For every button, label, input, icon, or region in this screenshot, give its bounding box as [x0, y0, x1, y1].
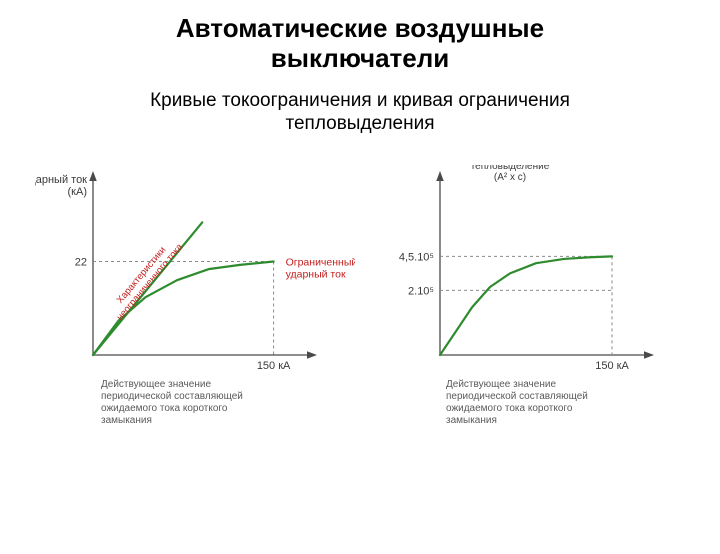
charts-row: Ударный ток(кА) 22 150 кА Характеристикинео… — [0, 165, 720, 455]
chart-right: Ограниченноеудельноетепловыделение(А² х … — [376, 165, 686, 455]
slide-subtitle: Кривые токоограничения и кривая ограниче… — [0, 90, 720, 136]
svg-text:Ограниченноеудельноетепловыдел: Ограниченноеудельноетепловыделение(А² х … — [470, 165, 549, 183]
subtitle-line-1: Кривые токоограничения и кривая ограниче… — [150, 90, 570, 111]
svg-text:150 кА: 150 кА — [256, 360, 290, 372]
chart-left-svg: Ударный ток(кА) 22 150 кА Характеристикинео… — [35, 165, 355, 455]
svg-text:4,5.10⁵: 4,5.10⁵ — [398, 252, 433, 264]
svg-text:Действующее значениепериодичес: Действующее значениепериодической состав… — [446, 379, 588, 426]
title-line-1: Автоматические воздушные — [176, 13, 544, 43]
svg-text:Характеристикинеограниченного: Характеристикинеограниченного тока — [106, 234, 186, 323]
svg-text:Действующее значениепериодичес: Действующее значениепериодической состав… — [101, 379, 243, 426]
title-line-2: выключатели — [271, 43, 450, 73]
svg-text:Ограниченныйударный ток: Ограниченныйударный ток — [285, 257, 354, 281]
svg-text:150 кА: 150 кА — [595, 360, 629, 372]
chart-left: Ударный ток(кА) 22 150 кА Характеристикинео… — [35, 165, 355, 455]
subtitle-line-2: тепловыделения — [285, 113, 434, 134]
svg-text:22: 22 — [74, 257, 86, 269]
svg-text:2.10⁵: 2.10⁵ — [408, 286, 434, 298]
svg-text:Ударный ток(кА): Ударный ток(кА) — [35, 174, 87, 198]
slide-title: Автоматические воздушные выключатели — [0, 14, 720, 74]
chart-right-svg: Ограниченноеудельноетепловыделение(А² х … — [376, 165, 686, 455]
